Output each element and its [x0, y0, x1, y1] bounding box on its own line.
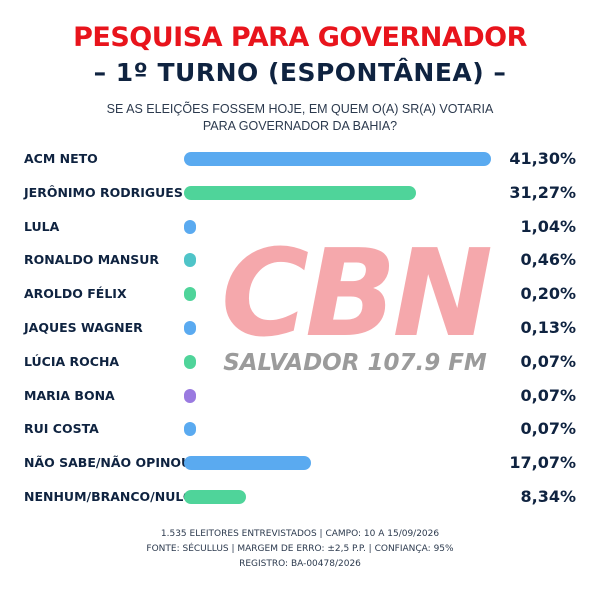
bar: [184, 388, 196, 403]
bar-row: ACM NETO 41,30%: [0, 144, 600, 174]
bar: [184, 185, 417, 200]
value-label: 1,04%: [520, 216, 576, 236]
category-label: LULA: [24, 218, 60, 234]
category-label: LÚCIA ROCHA: [24, 353, 120, 369]
bar: [184, 422, 196, 437]
bar-row: NÃO SABE/NÃO OPINOU 17,07%: [0, 448, 600, 478]
footer-line-3: REGISTRO: BA-00478/2026: [239, 559, 361, 569]
value-label: 0,07%: [520, 419, 576, 439]
bar-row: JAQUES WAGNER 0,13%: [0, 313, 600, 343]
category-label: AROLDO FÉLIX: [24, 286, 127, 302]
value-label: 0,07%: [520, 385, 576, 405]
category-label: RUI COSTA: [24, 421, 99, 437]
bar: [184, 152, 491, 166]
bar-row: MARIA BONA 0,07%: [0, 381, 600, 411]
bar-row: LÚCIA ROCHA 0,07%: [0, 347, 600, 377]
chart-subtitle: – 1º TURNO (ESPONTÂNEA) –: [93, 58, 507, 87]
value-label: 0,20%: [520, 284, 576, 304]
footer-notes: 1.535 ELEITORES ENTREVISTADOS | CAMPO: 1…: [0, 527, 600, 572]
category-label: RONALDO MANSUR: [24, 252, 160, 268]
value-label: 17,07%: [509, 453, 576, 473]
value-label: 0,07%: [520, 351, 576, 371]
category-label: JAQUES WAGNER: [24, 320, 143, 335]
bar: [184, 456, 311, 471]
bar: [184, 490, 246, 504]
survey-question: SE AS ELEIÇÕES FOSSEM HOJE, EM QUEM O(A)…: [0, 101, 600, 135]
category-label: NÃO SABE/NÃO OPINOU: [24, 455, 192, 471]
bar-row: LULA 1,04%: [0, 212, 600, 242]
chart-title: PESQUISA PARA GOVERNADOR: [73, 22, 527, 53]
survey-question-line-1: SE AS ELEIÇÕES FOSSEM HOJE, EM QUEM O(A)…: [106, 102, 494, 116]
footer-line-2: FONTE: SÉCULLUS | MARGEM DE ERRO: ±2,5 P…: [146, 544, 454, 554]
category-label: MARIA BONA: [24, 387, 115, 403]
bar-row: NENHUM/BRANCO/NULO 8,34%: [0, 482, 600, 512]
footer-line-1: 1.535 ELEITORES ENTREVISTADOS | CAMPO: 1…: [160, 529, 440, 539]
category-label: ACM NETO: [24, 151, 98, 166]
survey-question-line-2: PARA GOVERNADOR DA BAHIA?: [202, 119, 398, 133]
bar-row: JERÔNIMO RODRIGUES 31,27%: [0, 178, 600, 208]
category-label: NENHUM/BRANCO/NULO: [24, 489, 194, 504]
value-label: 0,13%: [520, 318, 576, 337]
value-label: 31,27%: [509, 182, 576, 202]
value-label: 41,30%: [509, 149, 576, 168]
bar: [184, 219, 196, 234]
value-label: 0,46%: [520, 250, 576, 270]
bar: [184, 287, 196, 302]
bar-row: RONALDO MANSUR 0,46%: [0, 245, 600, 275]
bar-row: AROLDO FÉLIX 0,20%: [0, 279, 600, 309]
bar: [184, 354, 196, 369]
bar: [184, 253, 196, 268]
bar: [184, 321, 196, 335]
category-label: JERÔNIMO RODRIGUES: [24, 184, 183, 200]
value-label: 8,34%: [520, 487, 576, 506]
bar-row: RUI COSTA 0,07%: [0, 414, 600, 444]
